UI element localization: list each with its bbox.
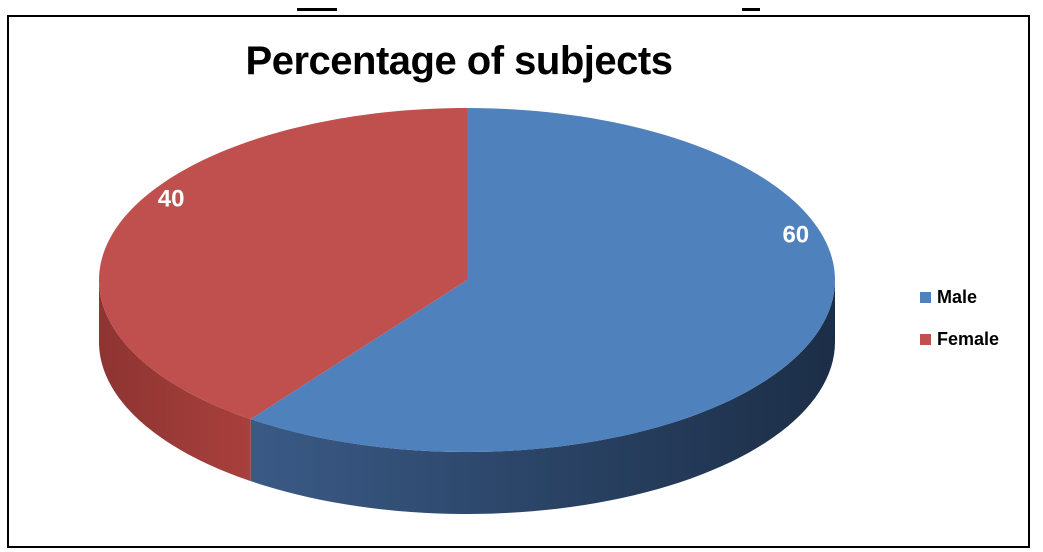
legend-label-female: Female bbox=[937, 329, 1000, 349]
legend: Male Female bbox=[920, 286, 999, 370]
legend-swatch-female bbox=[920, 333, 931, 345]
cropped-text-fragment bbox=[297, 8, 337, 11]
pie-side-female bbox=[99, 280, 251, 482]
data-label-female: 40 bbox=[158, 186, 185, 213]
pie-slice-male bbox=[250, 108, 835, 452]
legend-swatch-male bbox=[920, 291, 931, 303]
cropped-text-fragment bbox=[742, 8, 760, 11]
pie-slice-female bbox=[99, 108, 467, 420]
cropped-top-edge bbox=[0, 0, 1043, 15]
chart-title: Percentage of subjects bbox=[245, 39, 673, 83]
pie-side-male bbox=[250, 280, 835, 514]
legend-label-male: Male bbox=[937, 287, 978, 307]
legend-item-male: Male bbox=[920, 286, 999, 308]
data-label-male: 60 bbox=[782, 221, 809, 248]
legend-item-female: Female bbox=[920, 328, 999, 350]
